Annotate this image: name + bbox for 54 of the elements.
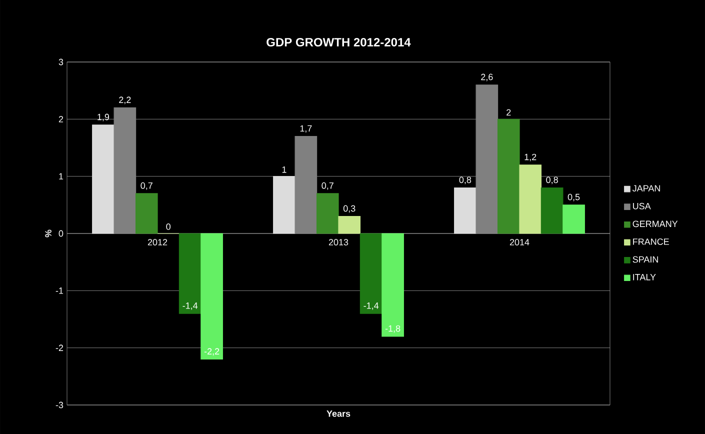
bar [497,118,520,234]
bar [338,216,361,234]
chart-title: GDP GROWTH 2012-2014 [266,38,411,46]
data-label: -1,8 [385,325,400,333]
y-tick-label: -2 [56,344,64,351]
legend-label: GERMANY [632,220,678,228]
data-label: 1 [282,166,286,173]
y-axis-title: % [45,230,52,238]
bar [562,204,585,234]
bar [476,84,498,234]
y-tick-label: 1 [59,173,64,180]
bar [316,193,339,234]
bar [135,193,158,234]
bar [382,233,404,337]
bar [540,187,564,234]
y-tick-label: -3 [56,402,64,408]
data-label: 0,7 [322,182,334,190]
x-axis-title: Years [326,410,350,417]
bar [200,233,223,360]
y-tick-label: -1 [56,288,64,294]
data-label: 0,5 [568,194,580,202]
bar [294,136,318,234]
bar [92,124,114,234]
data-label: -1,4 [182,302,198,310]
y-tick-label: 3 [58,58,64,66]
data-label: 0,8 [546,176,558,184]
x-tick-label: 2013 [328,239,348,246]
data-label: -2,2 [204,348,220,356]
legend-label: SPAIN [632,256,658,263]
legend-label: FRANCE [633,238,669,245]
y-tick-label: 2 [58,116,64,122]
bar [454,187,476,234]
data-label: 1,7 [300,125,312,133]
bar [273,176,296,234]
data-label: 0,3 [343,205,356,213]
x-tick-label: 2012 [148,239,168,246]
bar [360,233,382,314]
legend-label: USA [633,202,651,210]
data-label: 0,8 [459,176,472,184]
legend-label: JAPAN [632,185,660,192]
data-label: 1,2 [524,154,536,162]
x-tick-label: 2014 [510,239,530,246]
data-label: -1,4 [364,302,379,310]
data-label: 0,7 [140,182,152,190]
data-label: 0 [166,223,171,230]
data-label: 2,2 [119,96,131,104]
legend-label: ITALY [633,274,656,280]
bar [519,164,542,234]
bar [114,107,136,234]
data-label: 2 [506,109,511,116]
data-label: 1,9 [98,114,110,122]
bar [178,233,202,314]
y-tick-label: 0 [58,230,64,237]
data-label: 2,6 [481,74,493,82]
